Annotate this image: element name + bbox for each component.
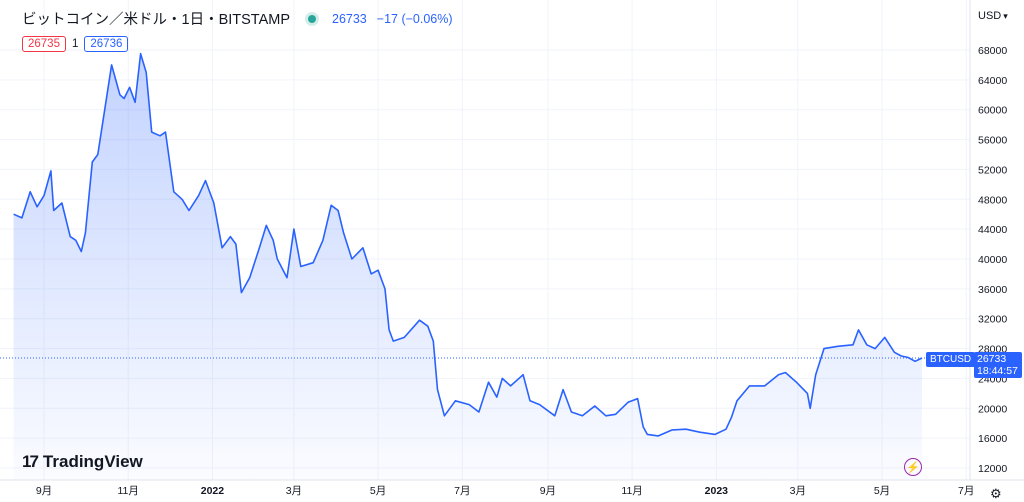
- y-tick-label: 60000: [978, 105, 1007, 117]
- x-tick-label: 5月: [370, 485, 386, 497]
- y-tick-label: 64000: [978, 75, 1007, 87]
- spread-value: 1: [71, 38, 79, 50]
- x-tick-label: 11月: [118, 485, 139, 497]
- price-line: [13, 52, 923, 437]
- currency-selector[interactable]: USD ▾: [978, 10, 1008, 22]
- y-tick-label: 20000: [978, 403, 1007, 415]
- y-tick-label: 40000: [978, 254, 1007, 266]
- y-tick-label: 36000: [978, 284, 1007, 296]
- time-axis[interactable]: 9月 11月 2022 3月 5月 7月 9月 11月 2023 3月 5月 7月: [36, 485, 975, 497]
- x-tick-label: 3月: [790, 485, 806, 497]
- price-area-fill: [13, 53, 923, 480]
- symbol-title[interactable]: ビットコイン／米ドル・1日・BITSTAMP: [22, 12, 290, 28]
- gear-icon[interactable]: ⚙: [990, 486, 1002, 501]
- ask-price[interactable]: 26736: [84, 36, 129, 52]
- price-change: −17 (−0.06%): [376, 11, 453, 26]
- x-tick-label: 3月: [286, 485, 302, 497]
- price-tag-countdown: 18:44:57: [977, 365, 1018, 377]
- x-tick-label: 7月: [958, 485, 974, 497]
- price-tag: 26733 18:44:57: [974, 352, 1022, 378]
- y-tick-label: 16000: [978, 433, 1007, 445]
- market-status-icon[interactable]: [308, 14, 316, 23]
- bid-price[interactable]: 26735: [22, 36, 66, 52]
- y-tick-label: 12000: [978, 463, 1007, 475]
- y-tick-label: 68000: [978, 45, 1007, 57]
- chevron-down-icon: ▾: [1003, 11, 1008, 21]
- x-tick-label: 11月: [621, 485, 642, 497]
- tradingview-logo[interactable]: 17 TradingView: [22, 452, 143, 472]
- tradingview-logo-text: TradingView: [42, 452, 143, 471]
- symbol-price-tag: BTCUSD: [926, 352, 976, 367]
- y-tick-label: 44000: [978, 224, 1007, 236]
- x-tick-label: 9月: [36, 485, 52, 497]
- symbol-header: ビットコイン／米ドル・1日・BITSTAMP 26733 −17 (−0.06%…: [22, 8, 453, 29]
- y-tick-label: 52000: [978, 164, 1007, 176]
- x-tick-label: 7月: [454, 485, 470, 497]
- price-tag-value: 26733: [977, 353, 1007, 365]
- price-axis[interactable]: 1200016000200002400028000320003600040000…: [978, 45, 1007, 475]
- y-tick-label: 56000: [978, 135, 1007, 147]
- x-tick-label: 5月: [874, 485, 890, 497]
- bid-ask-panel: 26735 1 26736: [22, 36, 129, 52]
- x-tick-label: 2023: [705, 485, 729, 497]
- x-tick-label: 9月: [540, 485, 556, 497]
- tradingview-logo-icon: 17: [22, 452, 39, 471]
- y-tick-label: 32000: [978, 314, 1007, 326]
- lightning-icon[interactable]: ⚡: [904, 458, 922, 476]
- y-tick-label: 48000: [978, 194, 1007, 206]
- x-tick-label: 2022: [201, 485, 225, 497]
- last-price: 26733: [332, 11, 367, 26]
- currency-label: USD: [978, 10, 1002, 22]
